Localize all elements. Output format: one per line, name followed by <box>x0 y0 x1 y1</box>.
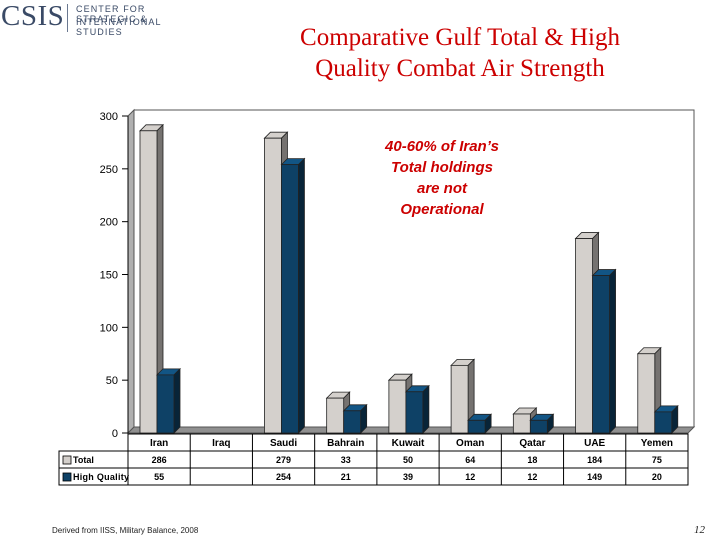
bar-high-quality <box>592 275 610 434</box>
data-table-value: 50 <box>403 455 413 465</box>
data-table-value: 39 <box>403 472 413 482</box>
category-label: Yemen <box>641 438 673 449</box>
y-tick-label: 250 <box>100 164 118 176</box>
bar-total <box>326 397 345 434</box>
plot-side-wall <box>127 108 135 435</box>
data-table-value: 64 <box>465 455 475 465</box>
csis-logo: CSIS CENTER FOR STRATEGIC & INTERNATIONA… <box>0 0 200 42</box>
y-tick-label: 50 <box>106 375 118 387</box>
chart-annotation-line: Operational <box>400 201 484 218</box>
bar-side <box>422 384 430 434</box>
category-label: Iraq <box>212 438 230 449</box>
y-tick-label: 300 <box>100 111 118 123</box>
bar-high-quality <box>654 411 673 434</box>
data-table-value: 75 <box>652 455 662 465</box>
y-tick-label: 200 <box>100 217 118 229</box>
bar-high-quality <box>467 419 486 434</box>
legend-label: High Quality <box>73 472 129 482</box>
data-table-value: 18 <box>527 455 537 465</box>
data-table-value: 254 <box>276 472 291 482</box>
y-tick-label: 0 <box>112 428 118 440</box>
y-tick-label: 150 <box>100 270 118 282</box>
bar-total <box>575 238 593 434</box>
title-line-2: Quality Combat Air Strength <box>315 55 605 82</box>
bar-total <box>264 137 282 434</box>
title-line-1: Comparative Gulf Total & High <box>300 24 620 51</box>
data-table-value: 184 <box>587 455 602 465</box>
data-table-value: 33 <box>341 455 351 465</box>
y-tick-label: 100 <box>100 322 118 334</box>
bar-high-quality <box>281 164 299 434</box>
bar-total <box>388 379 407 434</box>
data-table-value: 286 <box>152 455 167 465</box>
data-table-value: 20 <box>652 472 662 482</box>
bar-total <box>139 130 158 434</box>
data-table-value: 12 <box>465 472 475 482</box>
category-label: Kuwait <box>392 438 425 449</box>
bar-side <box>609 268 616 434</box>
logo-line-2: INTERNATIONAL STUDIES <box>76 17 162 37</box>
bar-total <box>450 364 469 434</box>
bar-side <box>298 157 305 434</box>
data-table-value: 149 <box>587 472 602 482</box>
bar-high-quality <box>529 419 548 434</box>
bar-high-quality <box>405 391 424 434</box>
legend-swatch-total <box>62 455 72 465</box>
bar-side <box>173 367 181 434</box>
source-note: Derived from IISS, Military Balance, 200… <box>52 526 199 535</box>
category-label: Iran <box>150 438 168 449</box>
page-number: 12 <box>694 524 705 536</box>
legend-label: Total <box>73 455 94 465</box>
legend-swatch-high-quality <box>62 472 72 482</box>
chart-annotation-line: are not <box>417 180 468 197</box>
bar-high-quality <box>156 374 175 434</box>
data-table-value: 55 <box>154 472 164 482</box>
category-label: Qatar <box>519 438 545 449</box>
logo-wordmark: CSIS <box>1 0 65 32</box>
category-label: Oman <box>456 438 484 449</box>
data-table-value: 12 <box>527 472 537 482</box>
category-label: UAE <box>584 438 605 449</box>
category-label: Bahrain <box>327 438 364 449</box>
bar-high-quality <box>343 410 362 434</box>
data-table-value: 279 <box>276 455 291 465</box>
chart-annotation-line: 40-60% of Iran’s <box>384 138 499 155</box>
data-table-value: 21 <box>341 472 351 482</box>
bar-total <box>637 353 656 434</box>
chart-annotation-line: Total holdings <box>391 159 493 176</box>
page-title: Comparative Gulf Total & High Quality Co… <box>240 22 680 84</box>
logo-divider <box>67 4 68 32</box>
logo-line-1: CENTER FOR STRATEGIC & <box>76 4 148 24</box>
category-label: Saudi <box>270 438 297 449</box>
bar-total <box>512 413 531 434</box>
